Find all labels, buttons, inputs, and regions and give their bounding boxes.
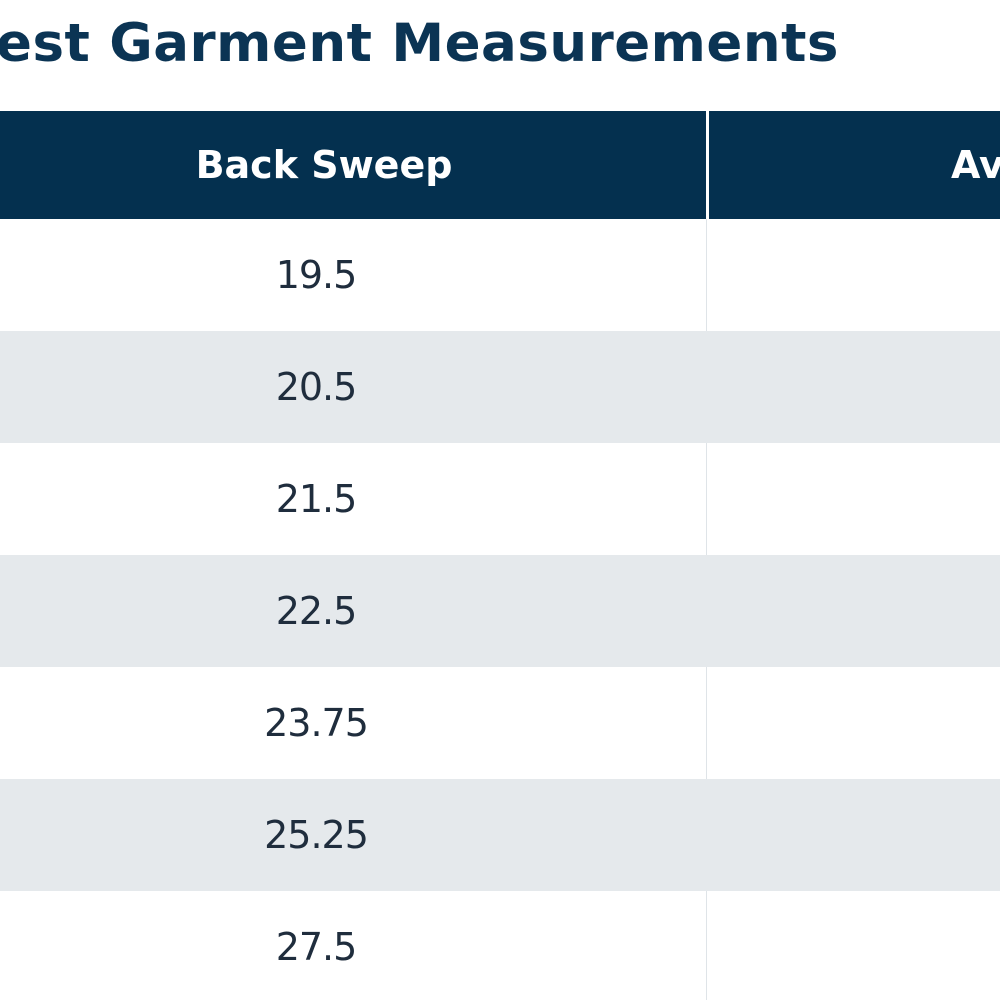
next-column-cell [706,443,1000,555]
table-row: 19.5 [0,219,1000,331]
next-column-cell [706,779,1000,891]
next-column-cell [706,219,1000,331]
back-sweep-cell: 19.5 [275,253,358,297]
table-row: 20.5 [0,331,1000,443]
next-column-cell [706,667,1000,779]
table-row: 27.5 [0,891,1000,1000]
table-row: 22.5 [0,555,1000,667]
column-header-back-sweep: Back Sweep [0,111,706,219]
column-header-back-sweep-label: Back Sweep [195,143,453,187]
back-sweep-cell: 20.5 [275,365,358,409]
measurements-table: Back Sweep Av 19.5 20.5 21.5 22.5 23.75 [0,111,1000,1000]
back-sweep-cell: 22.5 [275,589,358,633]
column-divider [706,219,707,331]
table-row: 25.25 [0,779,1000,891]
column-divider [706,891,707,1000]
next-column-cell [706,331,1000,443]
table-row: 21.5 [0,443,1000,555]
back-sweep-cell: 21.5 [275,477,358,521]
back-sweep-cell: 23.75 [264,701,369,745]
column-divider [706,443,707,555]
table-header-row: Back Sweep Av [0,111,1000,219]
header-column-divider [706,111,709,219]
column-header-next: Av [709,111,1000,219]
back-sweep-cell: 27.5 [275,925,358,969]
page-title: est Garment Measurements [0,13,839,74]
next-column-cell [706,891,1000,1000]
table-row: 23.75 [0,667,1000,779]
back-sweep-cell: 25.25 [264,813,369,857]
next-column-cell [706,555,1000,667]
column-divider [706,667,707,779]
column-header-next-label: Av [951,143,1000,187]
